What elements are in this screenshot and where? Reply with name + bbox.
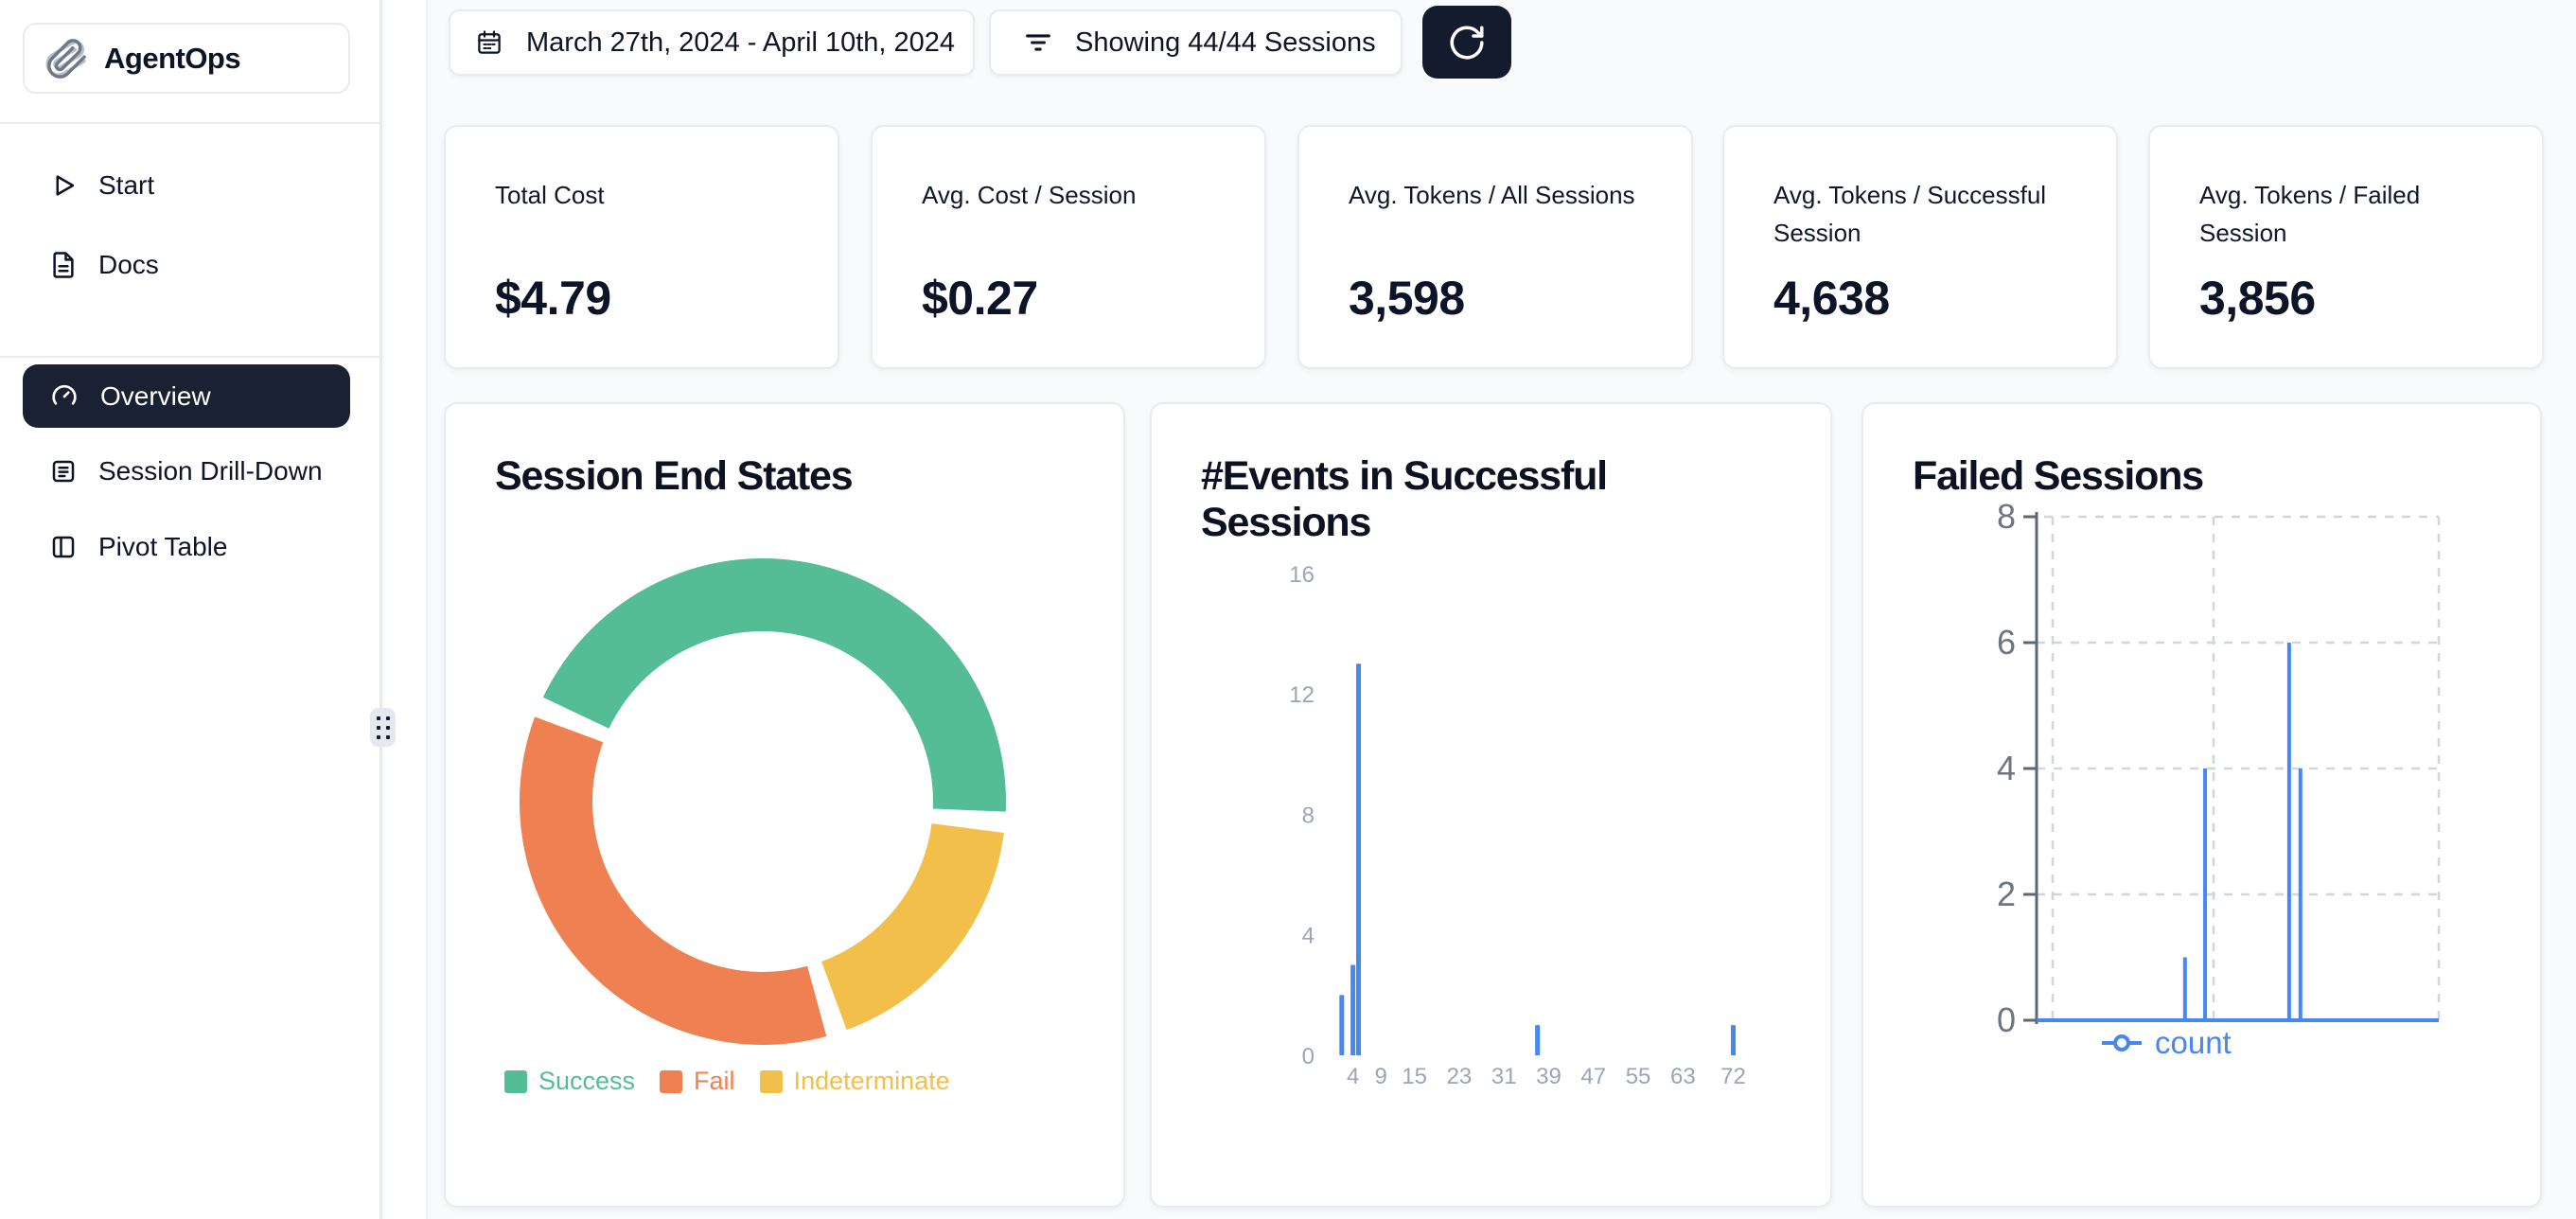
stat-card-total-cost: Total Cost $4.79 <box>444 125 839 369</box>
svg-text:72: 72 <box>1720 1064 1746 1089</box>
session-end-states-donut <box>520 558 1006 1045</box>
sidebar-item-label: Start <box>98 170 155 200</box>
stat-label: Avg. Tokens / All Sessions <box>1349 181 1635 209</box>
svg-text:0: 0 <box>1997 1000 2016 1039</box>
list-box-icon <box>52 460 75 483</box>
stat-value: 3,598 <box>1349 272 1465 325</box>
legend-item-success[interactable]: Success <box>504 1067 635 1096</box>
line-marker-icon <box>2102 1034 2142 1051</box>
content-gutter <box>385 0 428 1219</box>
gauge-icon <box>52 384 77 405</box>
chart-title: Failed Sessions <box>1913 453 2204 499</box>
svg-text:23: 23 <box>1447 1064 1473 1089</box>
app-title: AgentOps <box>104 41 241 75</box>
svg-text:6: 6 <box>1997 623 2016 662</box>
legend-swatch <box>504 1069 527 1093</box>
stat-card-avg-cost-session: Avg. Cost / Session $0.27 <box>871 125 1266 369</box>
legend-label: Success <box>538 1067 636 1095</box>
legend-label: Indeterminate <box>793 1067 950 1095</box>
legend-swatch <box>660 1069 683 1093</box>
sidebar: AgentOps Start Docs Overview <box>0 0 382 1219</box>
sidebar-divider <box>0 122 382 124</box>
play-icon <box>56 175 75 196</box>
svg-text:4: 4 <box>1997 749 2016 787</box>
sidebar-resize-handle[interactable] <box>370 708 396 747</box>
sidebar-item-docs[interactable]: Docs <box>0 238 382 292</box>
stat-value: $4.79 <box>495 272 611 325</box>
legend-label: Fail <box>694 1067 735 1095</box>
stat-label: Avg. Tokens / Successful Session <box>1773 181 2047 248</box>
sidebar-item-label: Pivot Table <box>98 532 228 561</box>
svg-text:39: 39 <box>1536 1064 1561 1089</box>
svg-text:2: 2 <box>1997 874 2016 913</box>
count-legend[interactable]: count <box>2100 1025 2232 1061</box>
sidebar-item-label: Docs <box>98 250 159 279</box>
donut-legend: Success Fail Indeterminate <box>504 1067 950 1096</box>
sidebar-divider <box>0 356 382 358</box>
svg-text:8: 8 <box>1302 803 1314 828</box>
sidebar-item-overview[interactable]: Overview <box>23 364 350 428</box>
stat-card-avg-tokens-successful: Avg. Tokens / Successful Session 4,638 <box>1722 125 2118 369</box>
refresh-button[interactable] <box>1422 6 1511 79</box>
svg-text:12: 12 <box>1289 682 1314 708</box>
svg-text:9: 9 <box>1375 1064 1387 1089</box>
date-range-button[interactable]: March 27th, 2024 - April 10th, 2024 <box>449 9 975 76</box>
date-range-label: March 27th, 2024 - April 10th, 2024 <box>526 26 956 58</box>
stat-value: 4,638 <box>1773 272 1890 325</box>
stat-label: Avg. Tokens / Failed Session <box>2199 181 2421 248</box>
svg-text:4: 4 <box>1302 924 1314 949</box>
sessions-filter-label: Showing 44/44 Sessions <box>1075 26 1376 58</box>
stat-label: Avg. Cost / Session <box>922 181 1137 209</box>
svg-text:0: 0 <box>1302 1044 1314 1069</box>
failed-sessions-chart: 0 2 4 6 8 <box>1997 497 2441 1039</box>
svg-text:4: 4 <box>1347 1064 1359 1089</box>
legend-swatch <box>759 1069 783 1093</box>
svg-text:31: 31 <box>1491 1064 1517 1089</box>
svg-text:16: 16 <box>1289 562 1314 588</box>
svg-text:15: 15 <box>1402 1064 1427 1089</box>
chart-title: Session End States <box>495 453 854 499</box>
stat-card-avg-tokens-failed: Avg. Tokens / Failed Session 3,856 <box>2148 125 2544 369</box>
events-in-successful-sessions-card: #Events in Successful Sessions 0 4 8 12 16 4 9… <box>1150 402 1832 1208</box>
chart-title: #Events in Successful Sessions <box>1201 453 1608 545</box>
filter-lines-icon <box>1026 34 1050 51</box>
stat-value: 3,856 <box>2199 272 2316 325</box>
paperclip-logo-icon <box>45 38 86 79</box>
file-text-icon <box>53 252 74 278</box>
count-legend-label: count <box>2155 1025 2232 1060</box>
legend-item-indeterminate[interactable]: Indeterminate <box>759 1067 950 1096</box>
svg-text:47: 47 <box>1580 1064 1606 1089</box>
sidebar-item-start[interactable]: Start <box>0 159 382 212</box>
svg-text:63: 63 <box>1670 1064 1696 1089</box>
session-end-states-card: Session End States Success Fail Indeterm… <box>444 402 1125 1208</box>
svg-text:55: 55 <box>1626 1064 1651 1089</box>
stat-value: $0.27 <box>922 272 1038 325</box>
stat-label: Total Cost <box>495 181 605 209</box>
sidebar-item-label: Session Drill-Down <box>98 456 323 486</box>
sidebar-item-pivot-table[interactable]: Pivot Table <box>0 521 382 574</box>
stat-card-avg-tokens-all: Avg. Tokens / All Sessions 3,598 <box>1297 125 1693 369</box>
panel-left-icon <box>52 536 75 558</box>
sidebar-item-label: Overview <box>100 380 211 411</box>
calendar-icon <box>478 30 501 54</box>
legend-item-fail[interactable]: Fail <box>660 1067 735 1096</box>
refresh-icon <box>1450 26 1484 59</box>
svg-text:8: 8 <box>1997 497 2016 536</box>
logo[interactable]: AgentOps <box>23 23 350 94</box>
sessions-filter-button[interactable]: Showing 44/44 Sessions <box>989 9 1403 76</box>
sidebar-item-session-drill-down[interactable]: Session Drill-Down <box>0 445 382 498</box>
failed-sessions-card: Failed Sessions 0 2 4 6 8 count <box>1861 402 2542 1208</box>
